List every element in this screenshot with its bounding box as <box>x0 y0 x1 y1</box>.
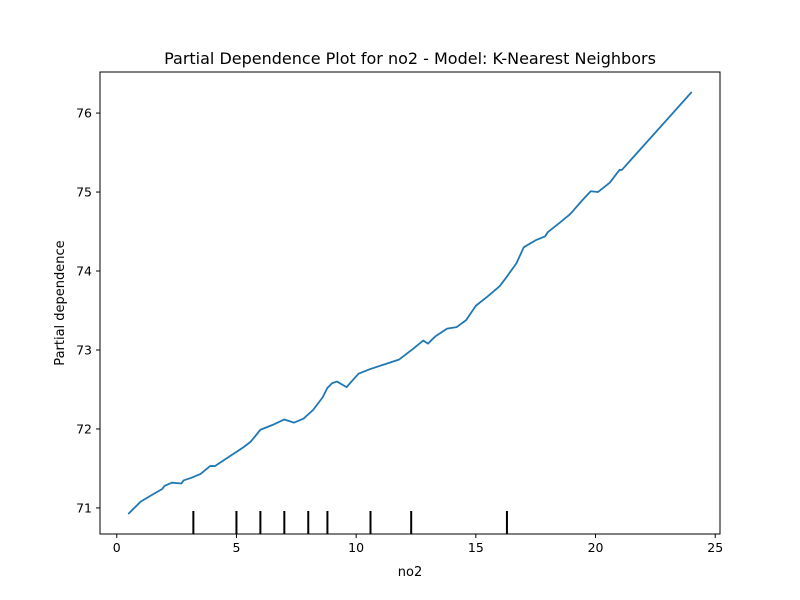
y-tick-label: 74 <box>76 264 92 279</box>
x-axis-label: no2 <box>398 565 422 580</box>
y-axis-label: Partial dependence <box>53 240 68 365</box>
x-axis-ticks: 0 5 10 15 20 25 <box>113 534 723 555</box>
y-tick-label: 76 <box>76 106 92 121</box>
x-tick-label: 0 <box>113 540 121 555</box>
plot-area <box>99 71 721 535</box>
chart-title: Partial Dependence Plot for no2 - Model:… <box>164 49 656 68</box>
y-axis-ticks: 71 72 73 74 75 76 <box>76 106 100 515</box>
rug-marks <box>192 511 508 534</box>
pdp-series-line <box>127 91 693 515</box>
series-line-layer <box>127 91 693 515</box>
y-tick-label: 73 <box>76 342 92 357</box>
plot-frame <box>99 71 721 535</box>
x-tick-label: 15 <box>468 540 484 555</box>
y-tick-label: 75 <box>76 185 92 200</box>
y-tick-label: 72 <box>76 421 92 436</box>
x-tick-label: 25 <box>707 540 723 555</box>
x-tick-label: 20 <box>588 540 604 555</box>
y-tick-label: 71 <box>76 500 92 515</box>
x-tick-label: 5 <box>232 540 240 555</box>
x-tick-label: 10 <box>348 540 364 555</box>
